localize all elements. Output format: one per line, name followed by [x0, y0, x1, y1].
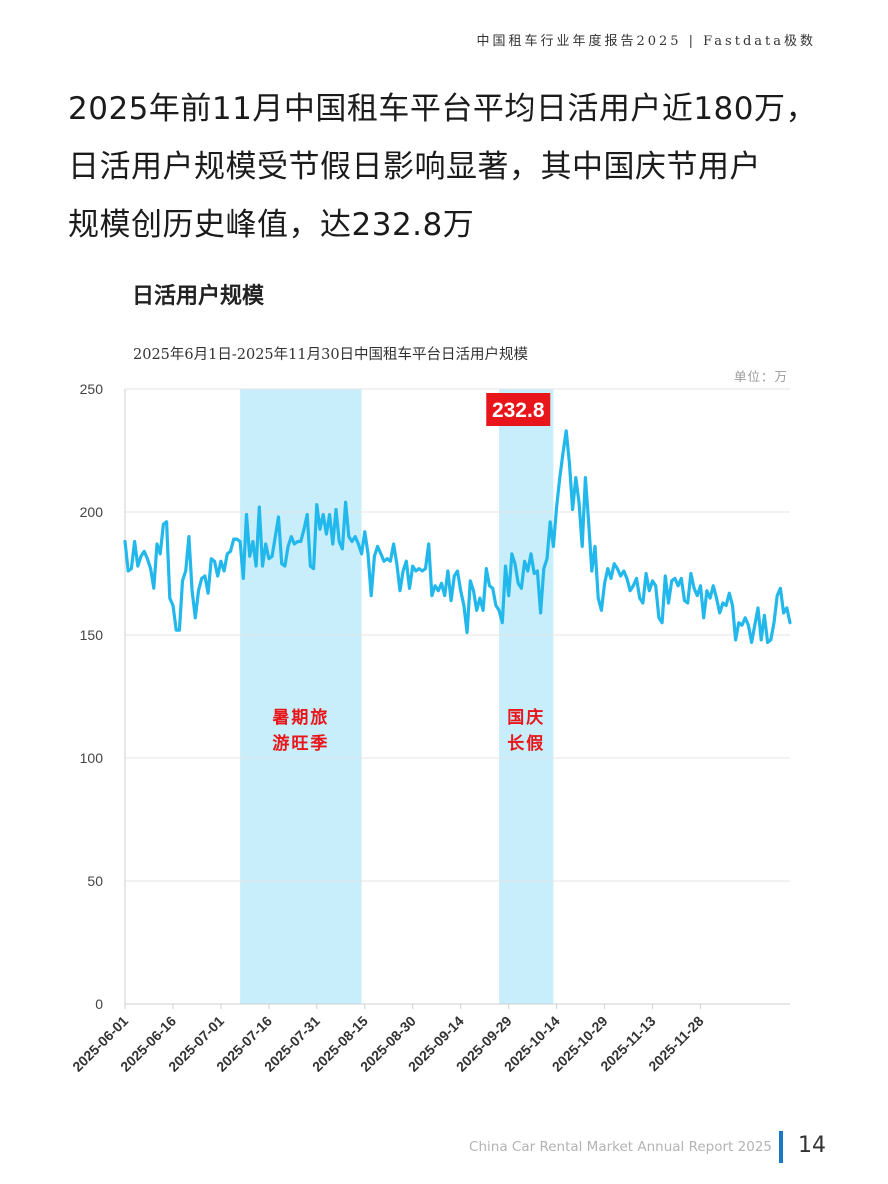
y-axis: 0 50 100 150 200 250 [80, 381, 126, 1012]
x-axis: 2025-06-012025-06-162025-07-012025-07-16… [69, 1004, 707, 1075]
series-line [123, 429, 792, 645]
headline-line-2: 日活用户规模受节假日影响显著，其中国庆节用户 [68, 149, 761, 185]
y-tick-label: 0 [95, 996, 103, 1012]
footer-accent-bar [779, 1131, 783, 1163]
y-tick-label: 150 [80, 627, 104, 643]
chart-subtitle: 2025年6月1日-2025年11月30日中国租车平台日活用户规模 [133, 347, 529, 363]
annotations: 232.8 [486, 393, 551, 426]
unit-label: 单位：万 [733, 369, 788, 384]
footer-report-name: China Car Rental Market Annual Report 20… [469, 1139, 772, 1155]
section-title: 日活用户规模 [132, 284, 265, 309]
y-tick-label: 250 [80, 381, 104, 397]
highlight-band [240, 389, 362, 1004]
band-label: 长假 [507, 733, 545, 754]
y-tick-label: 100 [80, 750, 104, 766]
y-tick-label: 200 [80, 504, 104, 520]
page-number: 14 [798, 1133, 826, 1158]
band-label: 国庆 [507, 707, 545, 728]
peak-label: 232.8 [492, 399, 545, 422]
peak-label-box [486, 393, 551, 426]
band-label: 暑期旅 [272, 707, 329, 728]
series-layer [123, 429, 792, 645]
page-headline: 2025年前11月中国租车平台平均日活用户近180万， 日活用户规模受节假日影响… [68, 80, 828, 254]
band-label: 游旺季 [272, 733, 329, 754]
headline-line-3: 规模创历史峰值，达232.8万 [68, 207, 475, 243]
headline-line-1: 2025年前11月中国租车平台平均日活用户近180万， [68, 91, 818, 127]
y-tick-label: 50 [87, 873, 103, 889]
highlight-band [499, 389, 554, 1004]
gridlines [125, 388, 790, 1005]
report-tag: 中国租车行业年度报告2025 | Fastdata极数 [476, 34, 816, 49]
